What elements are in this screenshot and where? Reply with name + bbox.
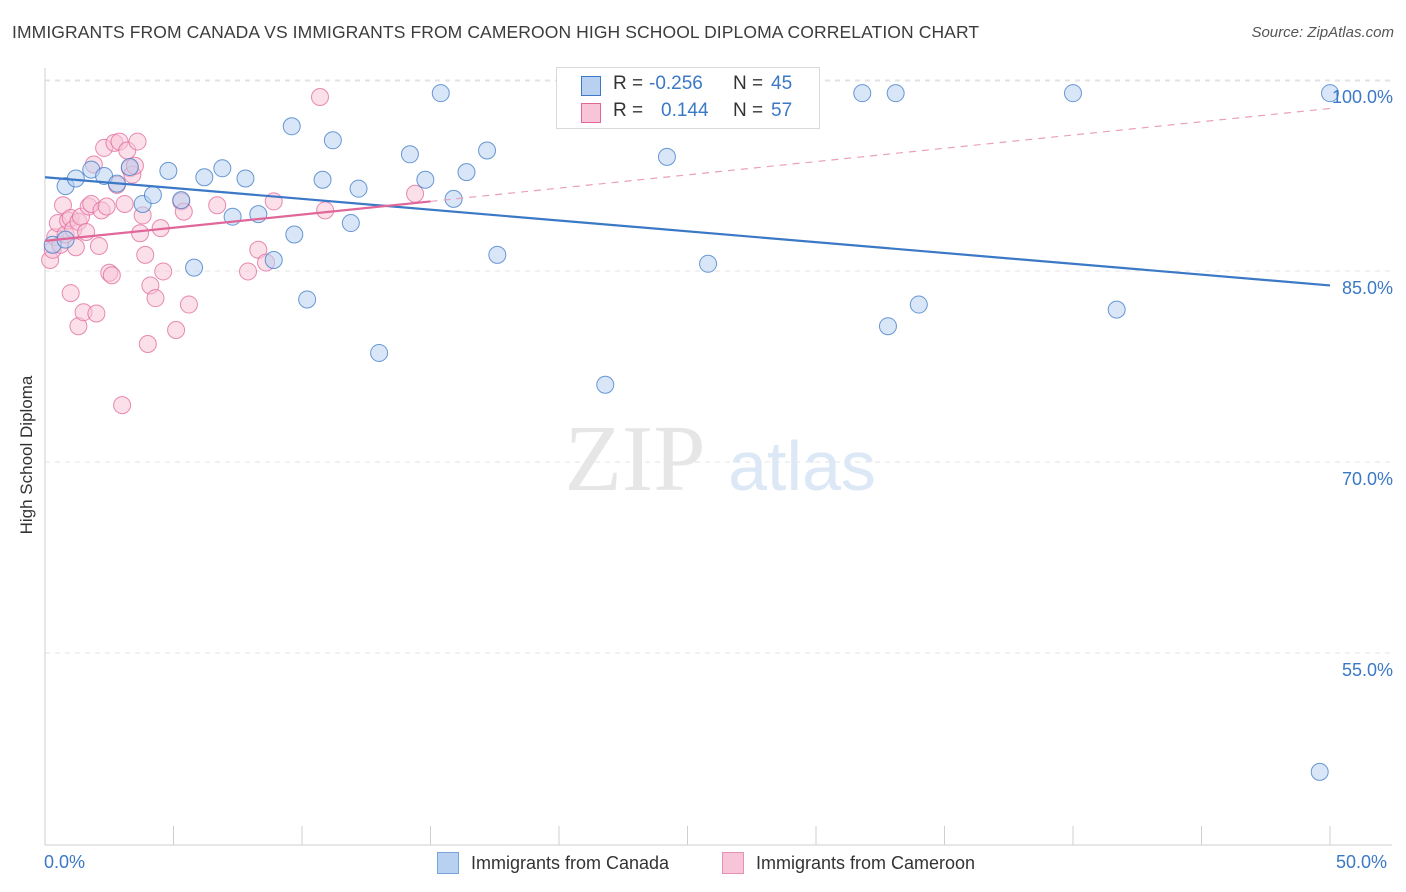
legend-label-cameroon: Immigrants from Cameroon xyxy=(756,853,976,873)
n-label: N = xyxy=(733,100,764,121)
canada-point xyxy=(120,158,139,177)
cameroon-point xyxy=(87,304,106,323)
canada-point xyxy=(1107,300,1126,319)
canada-point xyxy=(185,258,204,277)
canada-point xyxy=(285,225,304,244)
cameroon-point xyxy=(406,184,425,203)
r-label: R = xyxy=(613,100,644,121)
cameroon-point xyxy=(138,335,157,354)
canada-point xyxy=(478,141,497,160)
cameroon-trend-line xyxy=(44,200,431,242)
n-value: 57 xyxy=(771,100,793,121)
n-value: 45 xyxy=(771,73,793,94)
axes xyxy=(44,68,1392,846)
cameroon-point xyxy=(146,289,165,308)
canada-point xyxy=(298,290,317,309)
series-canada-points xyxy=(43,84,1339,781)
cameroon-point xyxy=(89,236,108,255)
canada-point xyxy=(1321,84,1339,103)
canada-point xyxy=(853,84,872,103)
canada-point xyxy=(282,117,301,136)
x-tick-label-max: 50.0% xyxy=(1336,852,1388,872)
canada-point xyxy=(1310,762,1329,781)
canada-point xyxy=(444,189,463,208)
canada-swatch-icon xyxy=(581,76,601,96)
cameroon-point xyxy=(97,197,116,216)
canada-point xyxy=(596,375,615,394)
legend-item-canada: Immigrants from Canada xyxy=(437,852,669,874)
canada-point xyxy=(264,250,283,269)
y-axis-label: High School Diploma xyxy=(17,375,36,535)
cameroon-point xyxy=(154,262,173,281)
x-tick-label-min: 0.0% xyxy=(44,852,86,872)
canada-point xyxy=(488,245,507,264)
y-tick-label: 100.0% xyxy=(1332,87,1393,107)
legend-item-cameroon: Immigrants from Cameroon xyxy=(722,852,975,874)
legend-label-canada: Immigrants from Canada xyxy=(471,853,670,873)
canada-point xyxy=(457,163,476,182)
canada-point xyxy=(699,254,718,273)
cameroon-swatch-icon xyxy=(581,103,601,123)
r-value: -0.256 xyxy=(649,73,703,94)
source-label: Source: ZipAtlas.com xyxy=(1251,24,1394,41)
watermark-atlas: atlas xyxy=(728,427,876,505)
r-value: 0.144 xyxy=(661,100,709,121)
canada-point xyxy=(886,84,905,103)
canada-point xyxy=(236,169,255,188)
canada-point xyxy=(400,145,419,164)
canada-point xyxy=(159,161,178,180)
cameroon-point xyxy=(128,132,147,151)
cameroon-point xyxy=(131,224,150,243)
canada-point xyxy=(195,168,214,187)
canada-point xyxy=(313,170,332,189)
cameroon-point xyxy=(239,262,258,281)
r-label: R = xyxy=(613,73,644,94)
canada-legend-swatch-icon xyxy=(437,852,459,874)
cameroon-point xyxy=(115,194,134,213)
watermark: ZIP atlas xyxy=(565,407,876,511)
cameroon-point xyxy=(208,196,227,215)
canada-point xyxy=(416,170,435,189)
canada-point xyxy=(909,295,928,314)
canada-point xyxy=(323,131,342,150)
cameroon-point xyxy=(316,201,335,220)
canada-point xyxy=(1064,84,1082,103)
y-tick-label: 55.0% xyxy=(1342,660,1393,680)
y-tick-label: 85.0% xyxy=(1342,278,1393,298)
cameroon-point xyxy=(310,88,329,106)
cameroon-legend-swatch-icon xyxy=(722,852,744,874)
canada-point xyxy=(349,179,368,198)
cameroon-point xyxy=(136,245,155,264)
canada-point xyxy=(370,343,389,362)
cameroon-point xyxy=(167,321,186,340)
canada-point xyxy=(878,317,897,336)
watermark-zip: ZIP xyxy=(565,407,706,511)
canada-point xyxy=(143,186,162,205)
trend-lines xyxy=(44,107,1331,287)
canada-point xyxy=(431,84,450,103)
grid-lines xyxy=(45,79,1392,654)
canada-point xyxy=(213,159,232,178)
y-tick-label: 70.0% xyxy=(1342,469,1393,489)
y-tick-labels: 100.0% 85.0% 70.0% 55.0% xyxy=(1332,87,1393,680)
canada-point xyxy=(172,191,191,210)
canada-trend-line xyxy=(44,176,1331,287)
cameroon-point xyxy=(61,284,80,303)
cameroon-point xyxy=(102,266,121,285)
cameroon-point xyxy=(113,396,132,415)
n-label: N = xyxy=(733,73,764,94)
stats-legend: R = -0.256 N = 45 R = 0.144 N = 57 xyxy=(556,67,820,129)
series-cameroon-points xyxy=(41,88,425,415)
chart-title: IMMIGRANTS FROM CANADA VS IMMIGRANTS FRO… xyxy=(12,22,980,42)
canada-point xyxy=(341,214,360,233)
cameroon-point xyxy=(179,295,198,314)
canada-point xyxy=(657,147,676,166)
